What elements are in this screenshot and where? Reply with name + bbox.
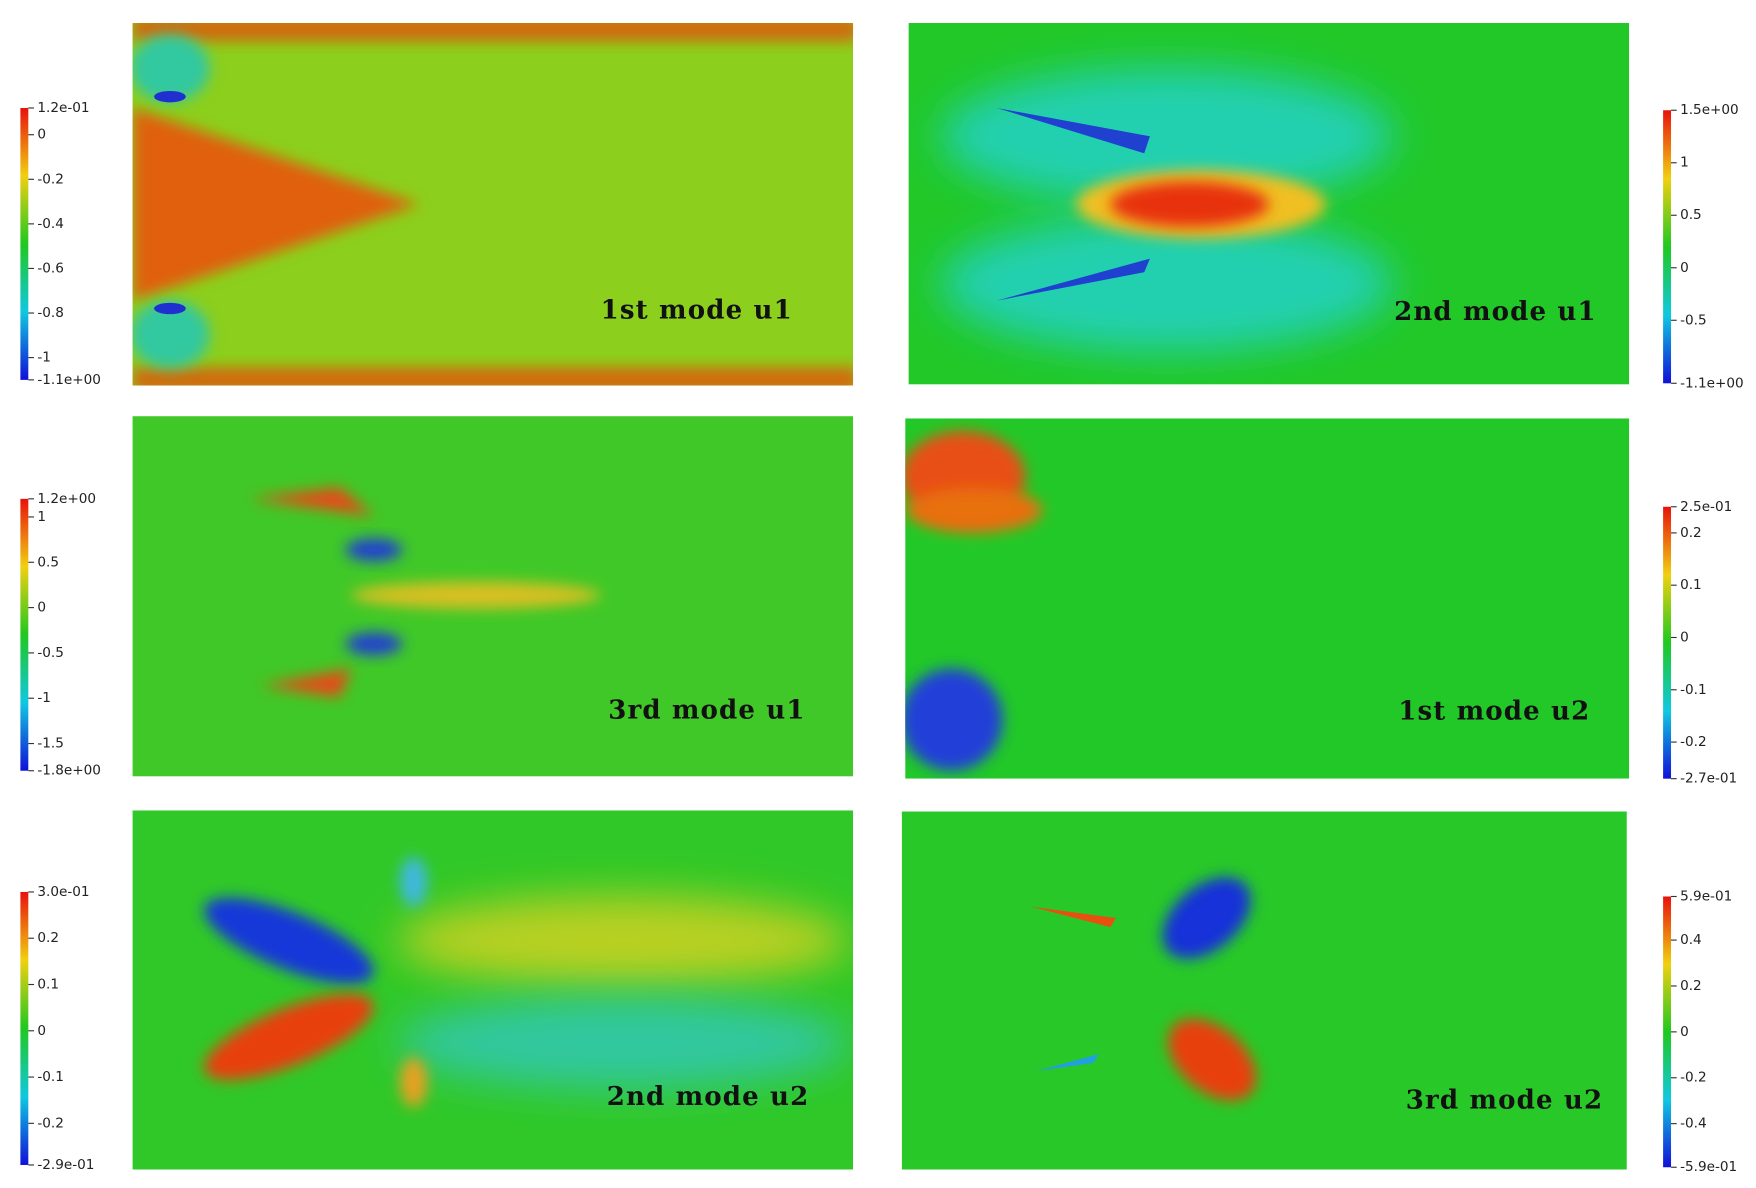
- colorbar-tick-label: 0: [37, 600, 46, 616]
- panel-label: 2nd mode u2: [607, 1082, 810, 1112]
- colorbar-tick-label: -1.5: [37, 736, 63, 752]
- colorbar-tick-label: 0.2: [1680, 978, 1702, 994]
- colorbar-tick-label: -0.2: [37, 1115, 63, 1131]
- colorbar-tick-label: -2.9e-01: [37, 1157, 94, 1173]
- colorbar-tick-label: -0.1: [37, 1069, 63, 1085]
- colorbar-tick-label: 0: [1680, 1024, 1689, 1040]
- colorbar-tick-label: -1.1e+00: [37, 372, 101, 388]
- colorbar-tick-label: -0.2: [1680, 734, 1707, 750]
- colorbar: [20, 107, 29, 380]
- field-1: [132, 23, 854, 386]
- colorbar-tick-label: -5.9e-01: [1680, 1159, 1737, 1175]
- colorbar-tick-label: -2.7e-01: [1680, 771, 1737, 787]
- colorbar-tick-label: -0.6: [37, 260, 63, 276]
- field-4: [905, 418, 1630, 779]
- colorbar-tick-label: 1: [1680, 155, 1689, 171]
- colorbar-tick-label: 1.2e-01: [37, 100, 89, 116]
- panel-label: 1st mode u1: [601, 296, 793, 326]
- colorbar-tick-label: -0.8: [37, 305, 63, 321]
- colorbar-tick-label: 3.0e-01: [37, 884, 89, 900]
- colorbar-tick-label: 1: [37, 509, 46, 525]
- field-6: [901, 811, 1627, 1170]
- panel-label: 2nd mode u1: [1394, 297, 1597, 327]
- colorbar-tick-label: -1: [37, 350, 51, 366]
- colorbar: [1663, 110, 1672, 384]
- panel-label: 3rd mode u2: [1406, 1085, 1603, 1115]
- colorbar-tick-label: 2.5e-01: [1680, 499, 1732, 515]
- colorbar: [20, 891, 29, 1165]
- colorbar-tick-label: 1.5e+00: [1680, 102, 1739, 118]
- colorbar-tick-label: 5.9e-01: [1680, 888, 1732, 904]
- colorbar-tick-label: 0.5: [1680, 207, 1702, 223]
- colorbar-tick-label: 0.4: [1680, 932, 1702, 948]
- panel-label: 3rd mode u1: [608, 696, 805, 726]
- colorbar-tick-label: 0.1: [37, 977, 59, 993]
- colorbar: [1663, 506, 1672, 779]
- colorbar-tick-label: -1.1e+00: [1680, 375, 1744, 391]
- field-2: [908, 23, 1630, 385]
- colorbar-tick-label: 0.2: [1680, 525, 1702, 541]
- colorbar-tick-label: -1.8e+00: [37, 763, 101, 779]
- colorbar-tick-label: 0.5: [37, 554, 59, 570]
- colorbar-tick-label: 0: [37, 1023, 46, 1039]
- panel-label: 1st mode u2: [1398, 697, 1590, 727]
- colorbar-tick-label: -0.4: [37, 216, 63, 232]
- colorbar-tick-label: -1: [37, 690, 51, 706]
- colorbar-tick-label: 0: [1680, 629, 1689, 645]
- colorbar-tick-label: -0.5: [37, 645, 63, 661]
- colorbar-tick-label: -0.5: [1680, 312, 1707, 328]
- colorbar-tick-label: 0: [1680, 260, 1689, 276]
- colorbar-tick-label: 0.2: [37, 930, 59, 946]
- colorbar: [20, 498, 29, 771]
- colorbar-tick-label: 1.2e+00: [37, 491, 96, 507]
- colorbar-tick-label: 0: [37, 127, 46, 143]
- colorbar-tick-label: -0.2: [1680, 1070, 1707, 1086]
- colorbar-tick-label: -0.1: [1680, 682, 1707, 698]
- colorbar-tick-label: -0.4: [1680, 1116, 1707, 1132]
- colorbar-tick-label: -0.2: [37, 171, 63, 187]
- field-3: [132, 416, 854, 777]
- field-5: [132, 810, 854, 1170]
- colorbar: [1663, 896, 1672, 1168]
- colorbar-tick-label: 0.1: [1680, 577, 1702, 593]
